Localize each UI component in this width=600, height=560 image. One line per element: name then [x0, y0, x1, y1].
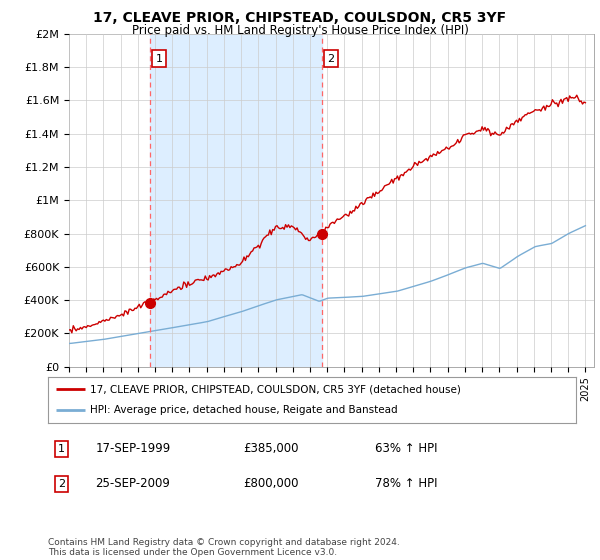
Text: HPI: Average price, detached house, Reigate and Banstead: HPI: Average price, detached house, Reig… [90, 405, 398, 416]
Text: 78% ↑ HPI: 78% ↑ HPI [376, 477, 438, 490]
Text: 1: 1 [58, 444, 65, 454]
Text: £800,000: £800,000 [244, 477, 299, 490]
Text: 2: 2 [328, 54, 335, 64]
Text: 17, CLEAVE PRIOR, CHIPSTEAD, COULSDON, CR5 3YF: 17, CLEAVE PRIOR, CHIPSTEAD, COULSDON, C… [94, 11, 506, 25]
Bar [150, 34, 322, 367]
Text: 2: 2 [58, 479, 65, 489]
Text: 17-SEP-1999: 17-SEP-1999 [95, 442, 171, 455]
Text: 25-SEP-2009: 25-SEP-2009 [95, 477, 170, 490]
Text: 1: 1 [155, 54, 163, 64]
Text: 63% ↑ HPI: 63% ↑ HPI [376, 442, 438, 455]
Text: 17, CLEAVE PRIOR, CHIPSTEAD, COULSDON, CR5 3YF (detached house): 17, CLEAVE PRIOR, CHIPSTEAD, COULSDON, C… [90, 384, 461, 394]
Text: Contains HM Land Registry data © Crown copyright and database right 2024.
This d: Contains HM Land Registry data © Crown c… [48, 538, 400, 557]
Text: Price paid vs. HM Land Registry's House Price Index (HPI): Price paid vs. HM Land Registry's House … [131, 24, 469, 36]
Text: £385,000: £385,000 [244, 442, 299, 455]
